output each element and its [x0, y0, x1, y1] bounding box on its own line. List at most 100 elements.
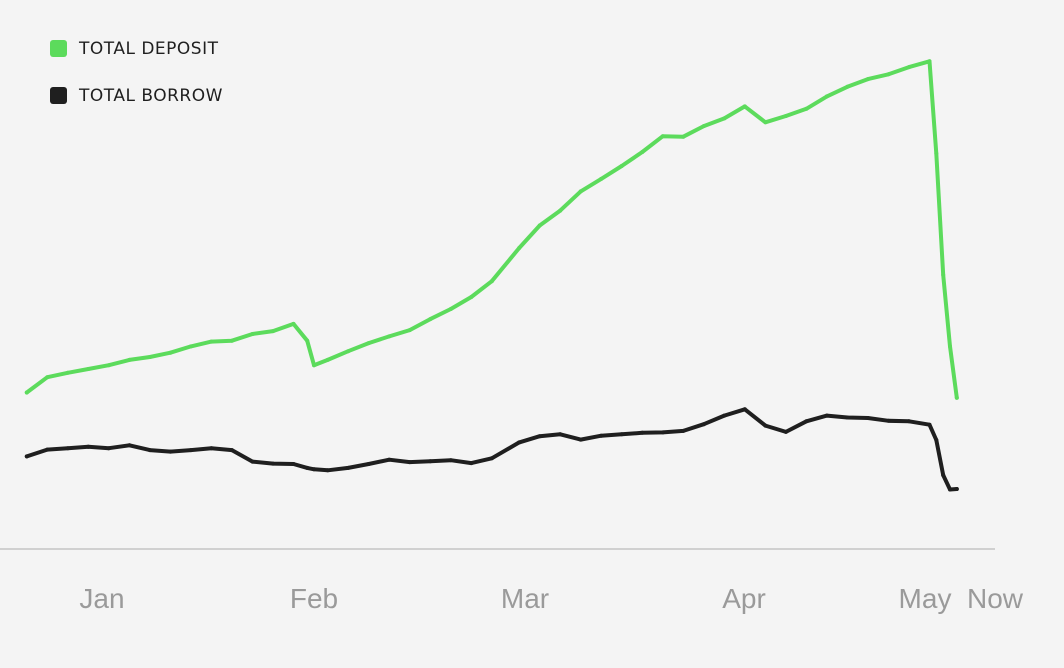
- data-point: [448, 307, 453, 311]
- data-point: [387, 457, 392, 462]
- data-point: [578, 189, 583, 194]
- data-point: [168, 350, 173, 355]
- data-point: [742, 104, 747, 109]
- x-tick-label: Mar: [501, 583, 549, 614]
- data-point: [489, 279, 494, 284]
- data-point: [845, 415, 850, 420]
- data-point: [954, 395, 959, 400]
- data-point: [127, 443, 132, 448]
- data-point: [537, 223, 542, 228]
- data-point: [188, 448, 193, 453]
- data-point: [783, 429, 788, 434]
- data-point: [619, 164, 624, 168]
- data-point: [86, 367, 91, 371]
- data-point: [537, 434, 542, 439]
- data-point: [660, 430, 665, 435]
- data-point: [824, 94, 829, 99]
- data-point: [824, 413, 829, 418]
- x-tick-label: Apr: [722, 583, 766, 614]
- data-point: [305, 465, 310, 470]
- data-point: [934, 151, 939, 156]
- data-point: [681, 134, 686, 139]
- x-tick-label: Feb: [290, 583, 338, 614]
- data-point: [346, 349, 351, 354]
- data-point: [763, 423, 768, 428]
- data-point: [65, 446, 70, 451]
- data-point: [312, 363, 316, 368]
- data-point: [366, 462, 371, 466]
- data-point: [407, 460, 412, 465]
- data-point: [106, 363, 111, 368]
- data-point: [640, 150, 645, 154]
- data-point: [701, 124, 706, 129]
- data-point: [886, 418, 891, 423]
- data-point: [65, 370, 70, 375]
- data-point: [907, 419, 911, 424]
- data-point: [45, 375, 50, 380]
- data-point: [127, 357, 132, 362]
- data-point: [24, 390, 29, 395]
- data-point: [271, 329, 275, 334]
- data-point: [865, 416, 870, 420]
- data-point: [312, 467, 316, 472]
- data-point: [106, 446, 111, 451]
- data-point: [229, 338, 234, 343]
- data-point: [188, 344, 193, 349]
- data-point: [640, 430, 645, 435]
- data-point: [941, 473, 946, 478]
- data-point: [660, 134, 665, 139]
- data-point: [517, 440, 522, 445]
- legend-label: TOTAL BORROW: [78, 86, 223, 106]
- data-point: [209, 339, 214, 344]
- data-point: [558, 208, 563, 213]
- series-line-total-deposit: [24, 59, 959, 400]
- legend-swatch: [50, 87, 67, 104]
- data-point: [619, 432, 624, 437]
- data-point: [305, 338, 310, 343]
- data-point: [250, 332, 255, 336]
- data-point: [934, 438, 939, 442]
- data-point: [325, 357, 330, 362]
- data-point: [271, 461, 275, 466]
- data-point: [387, 334, 392, 339]
- data-point: [681, 428, 686, 433]
- data-point: [948, 344, 952, 349]
- data-point: [45, 447, 50, 452]
- data-point: [941, 272, 946, 277]
- data-point: [948, 487, 952, 492]
- data-point: [954, 487, 959, 491]
- data-point: [250, 459, 255, 464]
- data-point: [147, 448, 152, 453]
- data-point: [469, 295, 474, 299]
- data-point: [325, 468, 330, 473]
- data-point: [865, 77, 870, 82]
- data-point: [927, 59, 932, 64]
- legend-label: TOTAL DEPOSIT: [78, 39, 219, 59]
- data-point: [428, 317, 433, 322]
- data-point: [209, 446, 214, 451]
- data-point: [489, 456, 494, 461]
- data-point: [845, 84, 850, 89]
- data-point: [722, 116, 727, 121]
- data-point: [701, 422, 706, 427]
- data-point: [886, 72, 891, 77]
- x-axis-ticks: Jan Feb Mar Apr May Now: [79, 583, 1023, 614]
- data-point: [448, 458, 453, 463]
- data-point: [763, 120, 768, 125]
- data-point: [366, 341, 371, 346]
- legend-swatch: [50, 40, 67, 57]
- series-layer: [24, 59, 959, 492]
- data-point: [558, 432, 563, 437]
- data-point: [407, 328, 412, 333]
- data-point: [346, 465, 351, 470]
- data-point: [86, 444, 91, 449]
- data-point: [229, 448, 234, 453]
- data-point: [428, 459, 433, 464]
- data-point: [599, 176, 604, 181]
- data-point: [517, 246, 522, 250]
- data-point: [24, 454, 29, 459]
- data-point: [804, 106, 809, 111]
- legend: TOTAL DEPOSIT TOTAL BORROW: [50, 39, 223, 106]
